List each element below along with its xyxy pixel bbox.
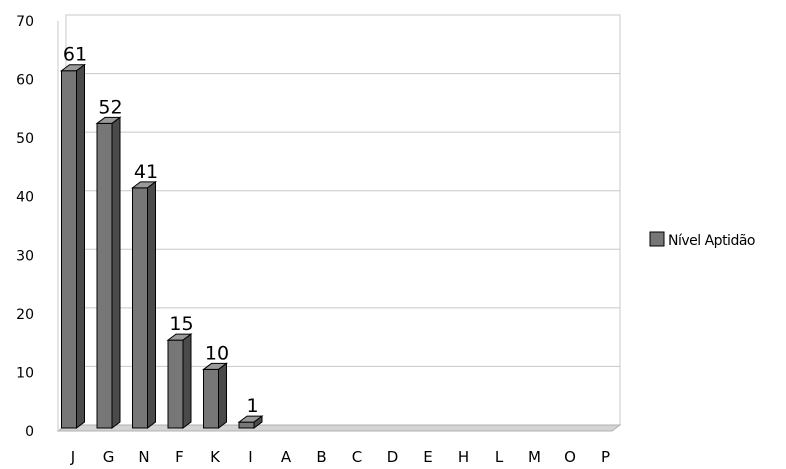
data-label-F: 15 [169,313,193,335]
y-tick-label: 20 [16,307,34,323]
bars [60,63,264,429]
legend: Nível Aptidão [649,231,755,249]
bar-N [132,187,148,429]
bar-side-K [218,362,227,429]
x-tick-label-G: G [103,448,115,465]
bar-side-I [253,415,263,429]
x-tick-label-I: I [248,448,252,465]
x-tick-label-N: N [138,448,149,465]
y-tick-label: 0 [25,424,34,440]
data-label-I: 1 [246,395,258,417]
data-label-G: 52 [98,96,122,118]
y-tick-label: 10 [16,365,34,381]
x-tick-label-B: B [316,448,326,465]
x-tick-label-E: E [423,448,432,465]
data-label-N: 41 [134,161,158,183]
x-tick-label-F: F [175,448,184,465]
legend-label: Nível Aptidão [668,233,755,249]
bar-I [238,421,255,429]
bar-side-G [111,116,121,429]
y-tick-label: 70 [16,14,34,30]
bar-G [96,122,113,429]
plot-back-wall [65,14,621,426]
x-tick-label-D: D [387,448,399,465]
bar-side-N [147,180,156,429]
bar-side-F [182,333,192,429]
x-tick-label-K: K [210,448,221,465]
y-tick-label: 30 [16,248,34,264]
legend-swatch [649,231,665,247]
x-tick-label-J: J [70,448,75,465]
y-tick-label: 60 [16,73,34,89]
bar-F [167,339,184,429]
y-tick-label: 40 [16,190,34,206]
data-label-K: 10 [205,342,229,364]
y-tick-label: 50 [16,131,34,147]
tick-labels: 0 10 20 30 40 50 60 70 J G N F K I A B C D E H L M O P [16,14,610,466]
bar-K [203,368,219,429]
x-tick-label-O: O [564,448,576,465]
x-tick-label-A: A [281,448,292,465]
bar-J [61,70,77,429]
x-tick-label-L: L [495,448,504,465]
x-tick-label-M: M [528,448,541,465]
x-tick-label-C: C [352,448,362,465]
data-labels: 61 52 41 15 10 1 [63,44,259,417]
x-tick-label-H: H [458,448,469,465]
x-tick-label-P: P [601,448,610,465]
bar-side-J [76,63,85,429]
data-label-J: 61 [63,44,87,66]
